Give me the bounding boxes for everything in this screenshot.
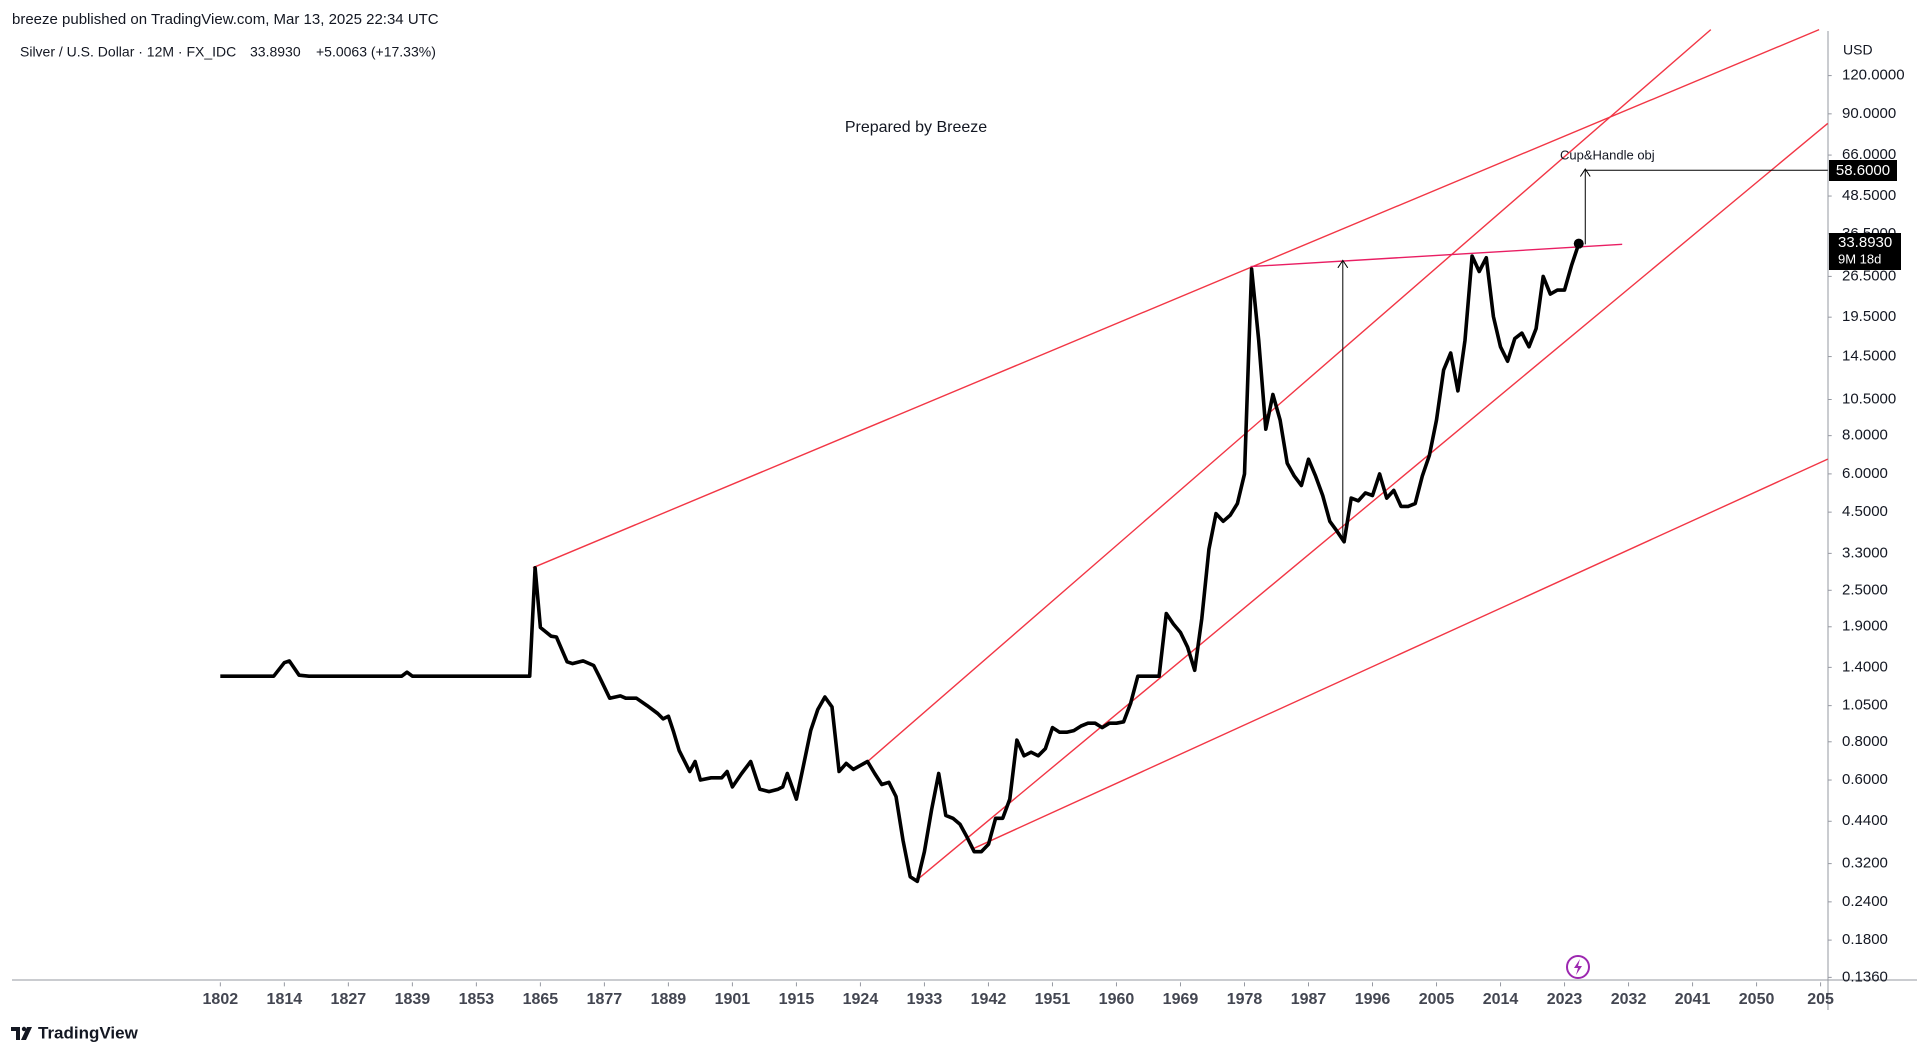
x-tick-label: 1942 [971, 991, 1007, 1008]
symbol: Silver / U.S. Dollar · 12M · FX_IDC [20, 44, 236, 60]
x-tick-label: 1960 [1099, 991, 1135, 1008]
y-tick-label: 14.5000 [1842, 348, 1896, 365]
y-tick-label: 1.0500 [1842, 697, 1888, 714]
y-tick-label: 8.0000 [1842, 427, 1888, 444]
last-price-label: 33.8930 [1838, 234, 1892, 251]
change: +5.0063 (+17.33%) [316, 44, 436, 60]
y-tick-label: 48.5000 [1842, 187, 1896, 204]
x-tick-label: 1802 [203, 991, 239, 1008]
neckline [1250, 244, 1622, 266]
x-tick-label: 1865 [523, 991, 559, 1008]
y-tick-label: 6.0000 [1842, 465, 1888, 482]
y-tick-label: 120.0000 [1842, 67, 1905, 84]
x-tick-label: 1827 [331, 991, 367, 1008]
y-tick-label: 0.8000 [1842, 733, 1888, 750]
logo-part [11, 1027, 20, 1040]
arrow-head [1580, 169, 1590, 176]
x-tick-label: 2014 [1483, 991, 1519, 1008]
plot-layer [220, 238, 1584, 884]
y-tick-label: 0.6000 [1842, 771, 1888, 788]
y-tick-label: 1.4000 [1842, 658, 1888, 675]
x-tick-label: 2050 [1739, 991, 1775, 1008]
y-tick-label: 19.5000 [1842, 308, 1896, 325]
x-tick-label: 1924 [843, 991, 879, 1008]
x-tick-label: 2032 [1611, 991, 1647, 1008]
y-tick-label: 1.9000 [1842, 618, 1888, 635]
target-note: Cup&Handle obj [1560, 147, 1655, 162]
x-tick-label: 1951 [1035, 991, 1071, 1008]
trend-line [917, 123, 1828, 880]
y-tick-label: 90.0000 [1842, 105, 1896, 122]
y-tick-label: 0.2400 [1842, 893, 1888, 910]
x-tick-label: 1915 [779, 991, 815, 1008]
x-tick-label: 1987 [1291, 991, 1327, 1008]
last-price-tag [1829, 233, 1901, 270]
y-tick-label: 0.1360 [1842, 968, 1888, 985]
brand: TradingView [38, 1023, 139, 1042]
x-tick-label: 205 [1807, 991, 1834, 1008]
lightning-icon[interactable] [1566, 955, 1590, 979]
price-line [220, 243, 1581, 884]
target-tag [1829, 160, 1897, 181]
y-tick-label: 0.3200 [1842, 855, 1888, 872]
x-tick-label: 1933 [907, 991, 943, 1008]
trend-line [868, 30, 1711, 762]
brand-logo [11, 1026, 32, 1040]
x-tick-label: 2041 [1675, 991, 1711, 1008]
icon-bolt[interactable] [1574, 959, 1582, 975]
x-tick-label: 1853 [459, 991, 495, 1008]
y-tick-label: 10.5000 [1842, 390, 1896, 407]
y-tick-label: 4.5000 [1842, 503, 1888, 520]
icon-ring[interactable] [1566, 955, 1590, 979]
x-tick-label: 1901 [715, 991, 751, 1008]
x-tick-label: 1969 [1163, 991, 1199, 1008]
x-tick-label: 1814 [267, 991, 303, 1008]
countdown: 9M 18d [1838, 251, 1881, 266]
y-tick-label: 2.5000 [1842, 581, 1888, 598]
y-tick-label: 26.5000 [1842, 267, 1896, 284]
last-point [1573, 238, 1584, 249]
currency: USD [1843, 42, 1873, 58]
y-tick-label: 0.1800 [1842, 931, 1888, 948]
y-tick-label: 66.0000 [1842, 146, 1896, 163]
trend-line [533, 30, 1819, 568]
publisher-line: breeze published on TradingView.com, Mar… [12, 11, 439, 28]
last-price: 33.8930 [250, 44, 301, 60]
logo-part [21, 1027, 32, 1040]
subtitle: Prepared by Breeze [845, 119, 987, 136]
y-tick-label: 3.3000 [1842, 544, 1888, 561]
x-tick-label: 1877 [587, 991, 623, 1008]
x-tick-label: 1889 [651, 991, 687, 1008]
x-tick-label: 1839 [395, 991, 431, 1008]
x-tick-label: 1996 [1355, 991, 1391, 1008]
axis-layer: 120.000090.000066.000048.500036.500026.5… [203, 67, 1905, 1009]
trend-line [972, 459, 1827, 849]
y-tick-label: 0.4400 [1842, 812, 1888, 829]
x-tick-label: 1978 [1227, 991, 1263, 1008]
target-label: 58.6000 [1836, 162, 1890, 179]
arrow-head [1338, 260, 1348, 267]
logo-part [21, 1026, 27, 1032]
x-tick-label: 2023 [1547, 991, 1583, 1008]
x-tick-label: 2005 [1419, 991, 1455, 1008]
drawings [533, 30, 1828, 880]
